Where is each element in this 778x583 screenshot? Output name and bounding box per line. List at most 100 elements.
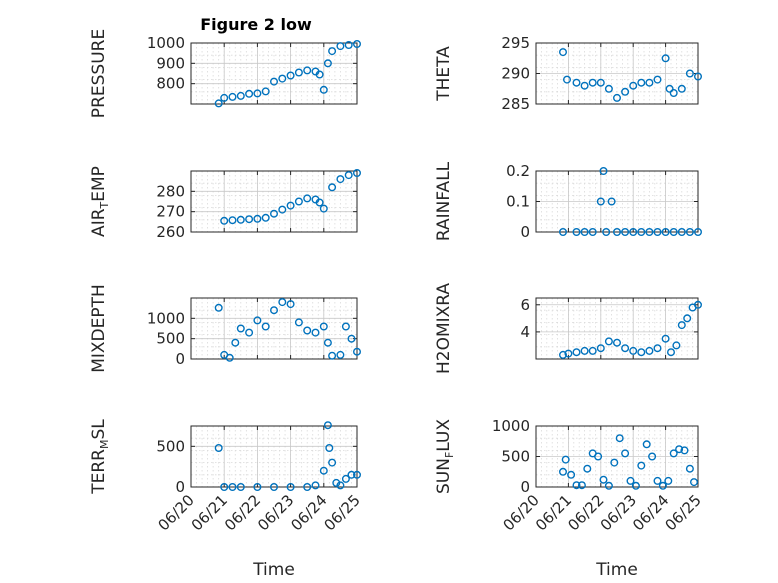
subplot-rainfall: 0.2 0.1 0 RAINFALL — [434, 161, 703, 241]
y-tick-label: 1000 — [147, 309, 185, 327]
data-point — [214, 99, 223, 108]
data-point — [683, 314, 692, 323]
data-point — [694, 227, 703, 236]
data-point — [653, 344, 662, 353]
data-point — [225, 353, 234, 362]
data-point — [626, 476, 635, 485]
data-point — [588, 78, 597, 87]
data-point — [228, 92, 237, 101]
data-point — [315, 70, 324, 79]
data-point — [347, 334, 356, 343]
data-point — [658, 481, 667, 490]
x-axis-label: Time — [595, 560, 638, 580]
data-point — [214, 444, 223, 453]
data-point — [613, 338, 622, 347]
data-point — [220, 93, 229, 102]
data-point — [270, 209, 279, 218]
data-point — [353, 470, 362, 479]
data-point — [323, 59, 332, 68]
data-point — [669, 449, 678, 458]
data-point — [672, 341, 681, 350]
data-point — [278, 205, 287, 214]
data-point — [315, 198, 324, 207]
data-point — [261, 213, 270, 222]
data-point — [637, 348, 646, 357]
data-point — [261, 87, 270, 96]
y-tick-label: 0 — [175, 350, 185, 368]
data-point — [344, 41, 353, 50]
y-axis-label: MIXDEPTH — [89, 284, 109, 373]
data-point — [675, 445, 684, 454]
data-point — [588, 346, 597, 355]
data-point — [270, 77, 279, 86]
y-axis-label: TERRMSL — [89, 419, 111, 495]
data-point — [336, 350, 345, 359]
data-point — [594, 452, 603, 461]
data-point — [325, 444, 334, 453]
data-point — [559, 350, 568, 359]
data-point — [588, 227, 597, 236]
data-point — [563, 75, 572, 84]
data-point — [231, 338, 240, 347]
data-point — [596, 344, 605, 353]
data-point — [336, 175, 345, 184]
axes-frame — [190, 425, 358, 488]
data-point — [572, 78, 581, 87]
data-point — [615, 434, 624, 443]
data-point — [629, 81, 638, 90]
y-tick-label: 900 — [156, 54, 185, 72]
subplot-h2omixra: 6 4 H2OMIXRA — [434, 283, 703, 374]
data-point — [664, 476, 673, 485]
data-point — [580, 227, 589, 236]
data-point — [637, 78, 646, 87]
data-point — [559, 227, 568, 236]
y-tick-label: 295 — [501, 34, 530, 52]
y-tick-label: 6 — [520, 296, 530, 314]
data-point — [303, 326, 312, 335]
data-point — [303, 194, 312, 203]
data-point — [311, 481, 320, 490]
data-point — [261, 322, 270, 331]
data-point — [559, 467, 568, 476]
data-point — [214, 303, 223, 312]
data-point — [228, 483, 237, 492]
data-point — [637, 227, 646, 236]
data-point — [561, 455, 570, 464]
subplot-air: 280 270 260 AIRTEMP — [89, 166, 362, 241]
data-point — [220, 483, 229, 492]
y-tick-label: 0 — [520, 478, 530, 496]
data-point — [621, 344, 630, 353]
data-point — [328, 351, 337, 360]
data-point — [677, 227, 686, 236]
data-point — [604, 84, 613, 93]
data-point — [278, 298, 287, 307]
data-point — [621, 87, 630, 96]
data-point — [596, 78, 605, 87]
data-point — [572, 348, 581, 357]
y-tick-label: 500 — [156, 437, 185, 455]
data-point — [685, 464, 694, 473]
data-point — [669, 227, 678, 236]
data-point — [577, 481, 586, 490]
data-point — [311, 328, 320, 337]
data-point — [303, 66, 312, 75]
data-point — [323, 421, 332, 430]
data-point — [677, 321, 686, 330]
data-point — [599, 166, 608, 175]
subplot-mixdepth: 1000 500 0 MIXDEPTH — [89, 284, 362, 373]
data-point — [580, 346, 589, 355]
data-point — [236, 91, 245, 100]
data-point — [332, 478, 341, 487]
data-point — [303, 483, 312, 492]
data-point — [572, 227, 581, 236]
data-point — [604, 337, 613, 346]
data-point — [253, 483, 262, 492]
data-point — [294, 68, 303, 77]
data-point — [328, 183, 337, 192]
axes-frame — [190, 170, 358, 233]
data-point — [629, 346, 638, 355]
y-tick-label: 0 — [175, 478, 185, 496]
axes-background — [191, 426, 357, 487]
y-axis-label: PRESSURE — [89, 29, 109, 118]
data-point — [642, 440, 651, 449]
